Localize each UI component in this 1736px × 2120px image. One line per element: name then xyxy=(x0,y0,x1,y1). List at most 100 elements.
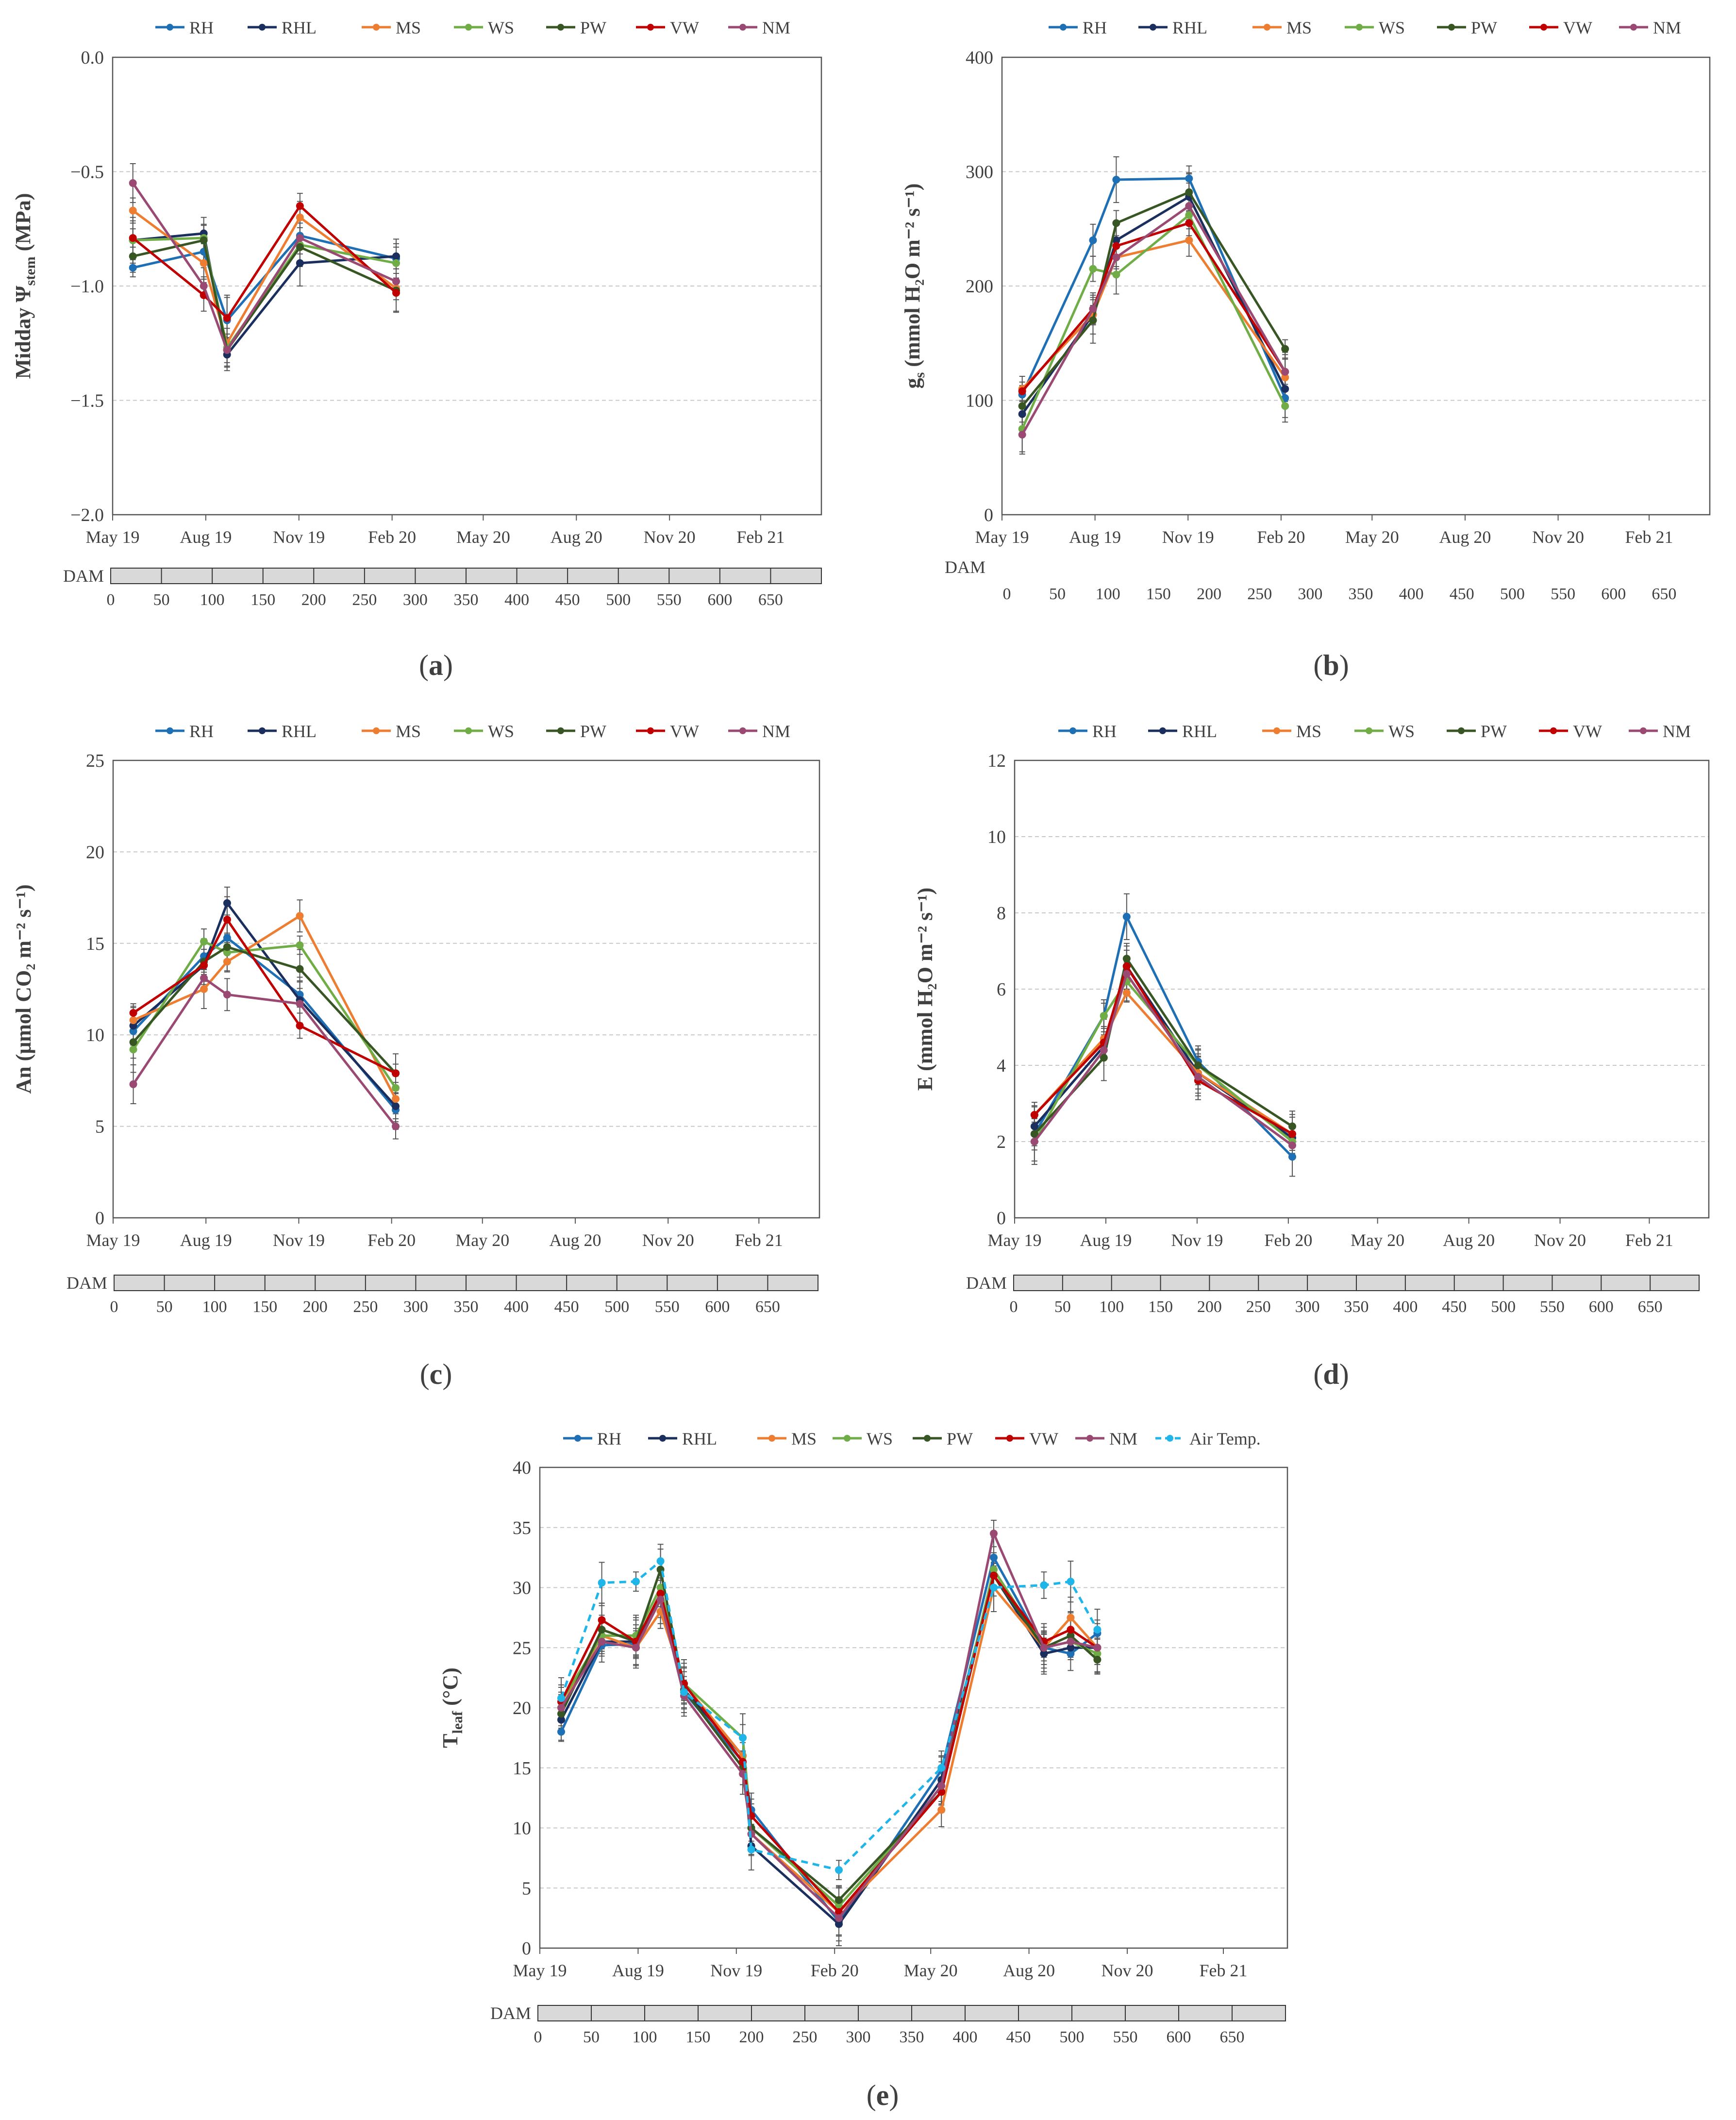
data-point-ws xyxy=(1089,265,1097,273)
x-tick-label: Aug 20 xyxy=(549,1230,601,1250)
series-line-ms xyxy=(132,209,397,345)
data-point-rh xyxy=(1112,175,1120,184)
data-point-pw xyxy=(1112,219,1120,227)
y-tick-label: 10 xyxy=(86,1025,104,1045)
legend-item-nm: NM xyxy=(1619,18,1681,37)
series-line-rh xyxy=(1033,915,1293,1158)
data-point-ms xyxy=(129,1016,137,1025)
data-point-rh xyxy=(129,1027,137,1035)
data-point-vw xyxy=(1288,1130,1296,1138)
dam-tick-label: 600 xyxy=(1601,585,1626,603)
data-point-nm xyxy=(223,991,231,999)
data-point-rhl xyxy=(1018,410,1026,418)
data-point-ws xyxy=(1100,1011,1108,1020)
dam-label: DAM xyxy=(67,1273,107,1293)
legend-label: MS xyxy=(396,18,421,37)
data-point-ws xyxy=(1185,211,1193,219)
data-point-pw xyxy=(1194,1061,1202,1069)
legend-marker xyxy=(167,24,173,31)
y-tick-label: 200 xyxy=(966,276,993,297)
legend-label: RHL xyxy=(1182,722,1217,741)
legend-item-rh: RH xyxy=(563,1429,621,1448)
x-tick-label: Aug 20 xyxy=(1003,1961,1055,1980)
x-tick-label: Nov 19 xyxy=(710,1961,762,1980)
dam-tick-label: 500 xyxy=(1491,1298,1516,1316)
data-point-rhl xyxy=(1067,1644,1075,1652)
data-point-vw xyxy=(296,202,304,210)
legend-marker xyxy=(1159,727,1166,734)
x-tick-label: Nov 19 xyxy=(1171,1230,1223,1250)
dam-label: DAM xyxy=(945,557,985,577)
data-point-at xyxy=(937,1764,946,1772)
dam-tick-label: 400 xyxy=(504,1298,529,1316)
legend-label: PW xyxy=(580,722,606,741)
data-point-rh xyxy=(990,1553,998,1562)
legend-label: MS xyxy=(1286,18,1312,37)
y-tick-label: −0.5 xyxy=(70,162,104,183)
legend-marker xyxy=(167,727,173,734)
legend-item-pw: PW xyxy=(1447,722,1507,741)
dam-tick-label: 250 xyxy=(353,1298,378,1316)
data-point-nm xyxy=(200,282,208,290)
data-point-vw xyxy=(1067,1626,1075,1634)
data-point-vw xyxy=(1122,962,1131,970)
data-point-rh xyxy=(1089,236,1097,244)
x-tick-label: Feb 20 xyxy=(811,1961,859,1980)
panel-caption: (a) xyxy=(419,649,453,681)
legend-marker xyxy=(373,24,380,31)
data-point-vw xyxy=(990,1571,998,1580)
data-point-ws xyxy=(223,948,231,957)
legend-marker xyxy=(1086,1435,1093,1442)
data-point-vw xyxy=(392,1069,400,1077)
data-point-rh xyxy=(223,934,231,942)
legend-item-rhl: RHL xyxy=(648,1429,717,1448)
x-tick-label: Aug 19 xyxy=(612,1961,664,1980)
series-line-pw xyxy=(560,1568,1099,1901)
data-point-ms xyxy=(937,1806,946,1814)
data-point-vw xyxy=(392,289,400,297)
data-point-rhl xyxy=(835,1920,843,1928)
data-point-at xyxy=(598,1579,606,1587)
dam-tick-label: 500 xyxy=(604,1298,629,1316)
y-tick-label: 5 xyxy=(522,1878,531,1899)
dam-tick-label: 350 xyxy=(900,2028,924,2046)
x-tick-label: Aug 19 xyxy=(180,1230,232,1250)
x-tick-label: Nov 20 xyxy=(1102,1961,1153,1980)
data-point-ws xyxy=(392,259,400,267)
data-point-nm xyxy=(835,1914,843,1922)
legend-marker xyxy=(647,24,654,31)
legend-item-nm: NM xyxy=(728,722,790,741)
legend-item-ws: WS xyxy=(833,1429,893,1448)
data-point-ws xyxy=(990,1565,998,1574)
data-point-pw xyxy=(835,1896,843,1904)
y-axis-label: gs (mmol H₂O m⁻² s⁻¹) xyxy=(901,184,928,389)
y-tick-label: 10 xyxy=(987,827,1006,847)
dam-tick-label: 0 xyxy=(110,1298,118,1316)
y-tick-label: −1.5 xyxy=(70,391,104,411)
y-tick-label: 15 xyxy=(513,1758,531,1779)
dam-tick-label: 650 xyxy=(1638,1298,1663,1316)
legend-marker xyxy=(557,24,564,31)
legend-marker xyxy=(1540,24,1547,31)
data-point-pw xyxy=(129,1038,137,1046)
legend-item-ws: WS xyxy=(454,18,514,37)
legend-marker xyxy=(1448,24,1455,31)
legend-item-nm: NM xyxy=(728,18,790,37)
legend-marker xyxy=(1264,24,1270,31)
data-point-vw xyxy=(200,961,208,970)
legend-item-ms: MS xyxy=(362,18,421,37)
dam-tick-label: 0 xyxy=(107,591,115,609)
legend-label: RHL xyxy=(282,18,317,37)
dam-tick-label: 100 xyxy=(202,1298,227,1316)
data-point-pw xyxy=(296,243,304,251)
y-tick-label: 15 xyxy=(86,934,104,954)
data-point-pw xyxy=(1018,402,1026,410)
x-tick-label: Feb 20 xyxy=(1257,527,1305,547)
x-tick-label: May 19 xyxy=(86,527,140,547)
data-point-nm xyxy=(1122,970,1131,978)
data-point-vw xyxy=(129,1009,137,1017)
data-point-rhl xyxy=(129,1022,137,1030)
y-tick-label: 6 xyxy=(997,979,1006,1000)
y-tick-label: 2 xyxy=(997,1132,1006,1152)
dam-tick-label: 350 xyxy=(1349,585,1373,603)
